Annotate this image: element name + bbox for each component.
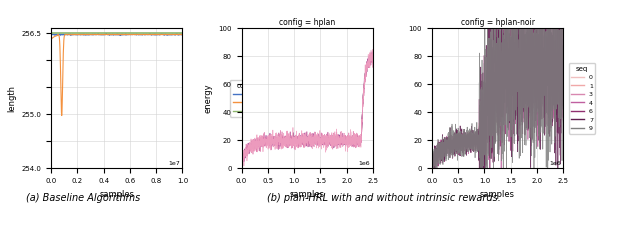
hcr: [109, 32, 117, 35]
dqn: [156, 33, 163, 36]
hcr: [155, 32, 163, 35]
dqn: [119, 33, 127, 36]
dqn: [111, 33, 118, 36]
dqn: [110, 33, 118, 36]
Y-axis label: energy: energy: [204, 84, 212, 113]
ppo: [58, 114, 65, 117]
hcr: [111, 32, 118, 35]
Text: (b) plan-HRL with and without intrinsic rewards.: (b) plan-HRL with and without intrinsic …: [267, 193, 501, 203]
ppo: [176, 33, 184, 36]
ppo: [47, 38, 55, 41]
Line: ppo: ppo: [51, 35, 182, 116]
Text: 1e6: 1e6: [358, 161, 370, 166]
Title: config = hplan-noir: config = hplan-noir: [461, 18, 534, 27]
Y-axis label: length: length: [7, 85, 16, 112]
dqn: [102, 32, 110, 35]
dqn: [116, 34, 124, 37]
hcr: [175, 32, 183, 35]
dqn: [176, 33, 184, 36]
ppo: [67, 33, 75, 36]
X-axis label: samples: samples: [99, 190, 134, 199]
dqn: [126, 33, 134, 36]
Text: 1e6: 1e6: [549, 161, 561, 166]
ppo: [179, 33, 186, 36]
hcr: [179, 32, 186, 35]
ppo: [110, 33, 118, 36]
hcr: [125, 32, 133, 35]
X-axis label: samples: samples: [480, 190, 515, 199]
Legend: 0, 1, 3, 4, 6, 7, 9: 0, 1, 3, 4, 6, 7, 9: [569, 63, 595, 134]
Line: dqn: dqn: [51, 33, 182, 35]
Title: config = hplan: config = hplan: [279, 18, 335, 27]
Legend: dqn, ppo, hcr: dqn, ppo, hcr: [230, 80, 265, 117]
Text: 1e7: 1e7: [168, 161, 180, 166]
dqn: [47, 33, 55, 36]
X-axis label: samples: samples: [290, 190, 324, 199]
ppo: [119, 33, 127, 36]
ppo: [156, 33, 163, 36]
ppo: [111, 33, 118, 36]
hcr: [47, 32, 55, 35]
Text: (a) Baseline Algorithms: (a) Baseline Algorithms: [26, 193, 140, 203]
dqn: [179, 33, 186, 36]
ppo: [126, 33, 134, 36]
hcr: [118, 32, 126, 35]
